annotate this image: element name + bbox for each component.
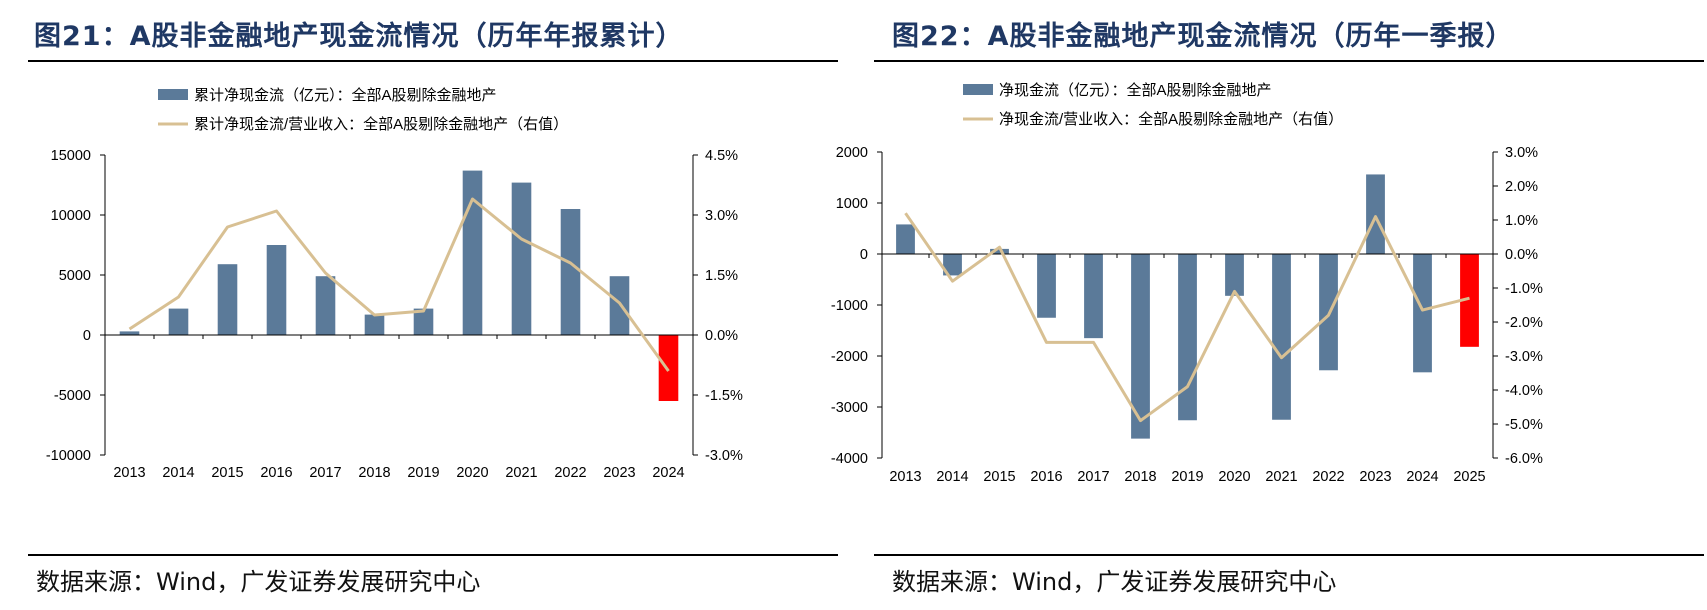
chart-title: 图21：A股非金融地产现金流情况（历年年报累计） <box>34 21 684 52</box>
x-tick-label: 2019 <box>1171 469 1203 485</box>
x-tick-label: 2019 <box>407 465 439 481</box>
right-tick-label: -1.5% <box>705 388 743 404</box>
left-tick-label: 15000 <box>51 148 91 164</box>
bar-2022 <box>560 209 581 335</box>
x-tick-label: 2022 <box>1312 469 1344 485</box>
right-tick-label: 1.5% <box>705 268 738 284</box>
x-tick-label: 2025 <box>1453 469 1485 485</box>
left-tick-label: 1000 <box>836 196 868 212</box>
left-tick-label: 5000 <box>59 268 91 284</box>
left-tick-label: -5000 <box>54 388 91 404</box>
x-tick-label: 2013 <box>889 469 921 485</box>
x-tick-label: 2023 <box>603 465 635 481</box>
source-divider <box>874 554 1704 556</box>
title-divider <box>874 60 1704 62</box>
source-note: 数据来源：Wind，广发证券发展研究中心 <box>36 568 481 596</box>
bar-2021 <box>511 182 532 335</box>
right-tick-label: 0.0% <box>1505 247 1538 263</box>
x-tick-label: 2014 <box>162 465 194 481</box>
right-tick-label: 3.0% <box>1505 145 1538 161</box>
chart-figure-right: 净现金流（亿元）：全部A股剔除金融地产净现金流/营业收入：全部A股剔除金融地产（… <box>831 81 1543 485</box>
right-tick-label: 0.0% <box>705 328 738 344</box>
left-tick-label: -10000 <box>46 448 91 464</box>
bar-2019 <box>413 308 434 335</box>
x-tick-label: 2013 <box>113 465 145 481</box>
right-tick-label: 2.0% <box>1505 179 1538 195</box>
ratio-line-series <box>128 197 670 372</box>
legend-label: 累计净现金流（亿元）：全部A股剔除金融地产 <box>194 86 497 104</box>
bar-2018 <box>364 314 385 335</box>
chart-title: 图22：A股非金融地产现金流情况（历年一季报） <box>892 21 1514 52</box>
legend-bar-swatch <box>963 84 993 95</box>
right-tick-label: 3.0% <box>705 208 738 224</box>
x-tick-label: 2021 <box>1265 469 1297 485</box>
left-tick-label: -4000 <box>831 451 868 467</box>
source-divider <box>28 554 838 556</box>
x-tick-label: 2018 <box>1124 469 1156 485</box>
left-tick-label: 0 <box>83 328 91 344</box>
legend-bar-swatch <box>158 89 188 100</box>
bar-2016 <box>266 245 287 335</box>
legend-label: 净现金流（亿元）：全部A股剔除金融地产 <box>999 81 1272 99</box>
bar-2017 <box>315 276 336 335</box>
left-tick-label: -1000 <box>831 298 868 314</box>
bar-2019 <box>1178 254 1197 421</box>
title-divider <box>28 60 838 62</box>
left-tick-label: 0 <box>860 247 868 263</box>
x-tick-label: 2023 <box>1359 469 1391 485</box>
right-tick-label: -5.0% <box>1505 417 1543 433</box>
x-tick-label: 2015 <box>211 465 243 481</box>
right-tick-label: -3.0% <box>705 448 743 464</box>
chart-figure-left: 累计净现金流（亿元）：全部A股剔除金融地产累计净现金流/营业收入：全部A股剔除金… <box>46 86 743 481</box>
bar-2014 <box>168 308 189 335</box>
source-note: 数据来源：Wind，广发证券发展研究中心 <box>892 568 1337 596</box>
x-tick-label: 2018 <box>358 465 390 481</box>
x-tick-label: 2024 <box>1406 469 1438 485</box>
bar-2017 <box>1084 254 1103 339</box>
bar-2024 <box>1413 254 1432 373</box>
left-tick-label: 10000 <box>51 208 91 224</box>
bar-2020 <box>462 170 483 335</box>
left-tick-label: 2000 <box>836 145 868 161</box>
bar-2018 <box>1131 254 1150 439</box>
x-tick-label: 2016 <box>1030 469 1062 485</box>
x-tick-label: 2015 <box>983 469 1015 485</box>
bar-2023 <box>609 276 630 335</box>
legend-label: 净现金流/营业收入：全部A股剔除金融地产（右值） <box>999 110 1343 128</box>
bar-2015 <box>990 248 1009 254</box>
left-tick-label: -2000 <box>831 349 868 365</box>
bar-2020 <box>1225 254 1244 296</box>
right-tick-label: -3.0% <box>1505 349 1543 365</box>
x-tick-label: 2021 <box>505 465 537 481</box>
left-tick-label: -3000 <box>831 400 868 416</box>
x-tick-label: 2024 <box>652 465 684 481</box>
bar-2024 <box>658 335 679 401</box>
chart-panel-left: 图21：A股非金融地产现金流情况（历年年报累计） 累计净现金流（亿元）：全部A股… <box>0 0 840 610</box>
bar-2025 <box>1460 254 1479 347</box>
right-tick-label: 4.5% <box>705 148 738 164</box>
right-tick-label: -1.0% <box>1505 281 1543 297</box>
bar-2015 <box>217 264 238 335</box>
bar-2013 <box>896 224 915 254</box>
legend-label: 累计净现金流/营业收入：全部A股剔除金融地产（右值） <box>194 115 568 133</box>
x-tick-label: 2022 <box>554 465 586 481</box>
x-tick-label: 2020 <box>1218 469 1250 485</box>
bar-2014 <box>943 254 962 276</box>
x-tick-label: 2016 <box>260 465 292 481</box>
x-tick-label: 2017 <box>309 465 341 481</box>
x-tick-label: 2017 <box>1077 469 1109 485</box>
x-tick-label: 2020 <box>456 465 488 481</box>
right-tick-label: -6.0% <box>1505 451 1543 467</box>
right-tick-label: -4.0% <box>1505 383 1543 399</box>
x-tick-label: 2014 <box>936 469 968 485</box>
chart-panel-right: 图22：A股非金融地产现金流情况（历年一季报） 净现金流（亿元）：全部A股剔除金… <box>831 0 1707 610</box>
bar-2021 <box>1272 254 1291 420</box>
bar-2013 <box>119 331 140 335</box>
bar-2016 <box>1037 254 1056 318</box>
right-tick-label: -2.0% <box>1505 315 1543 331</box>
right-tick-label: 1.0% <box>1505 213 1538 229</box>
bar-2023 <box>1366 174 1385 254</box>
